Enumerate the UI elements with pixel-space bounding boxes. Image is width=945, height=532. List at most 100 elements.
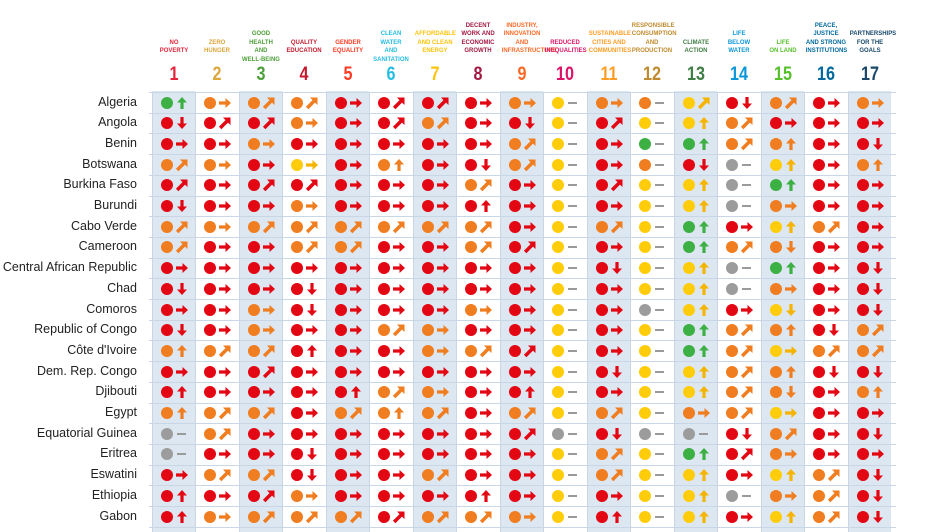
trend-arrow-up-icon	[698, 448, 709, 461]
status-dot	[682, 386, 695, 399]
status-dot	[856, 489, 869, 502]
status-dot	[204, 117, 216, 130]
status-dot	[247, 282, 260, 295]
status-dot	[465, 117, 477, 130]
status-dot	[813, 117, 825, 130]
status-dot	[421, 489, 434, 502]
status-dot	[639, 489, 651, 502]
status-dot	[160, 117, 173, 130]
status-dot	[726, 303, 738, 316]
column-stripe	[586, 91, 630, 532]
no-trend-dash	[655, 494, 664, 497]
status-dot	[813, 365, 825, 378]
status-dot	[639, 282, 651, 295]
goal-label-line: LIFE	[732, 30, 746, 38]
no-trend-dash	[742, 184, 751, 187]
trend-arrow-up-right-icon	[827, 345, 840, 358]
goal-17-number: 17	[860, 64, 879, 85]
trend-arrow-up-icon	[785, 469, 796, 482]
trend-arrow-right-icon	[393, 490, 405, 501]
trend-arrow-up-right-icon	[523, 345, 535, 358]
trend-arrow-up-icon	[698, 489, 709, 502]
trend-arrow-right-icon	[523, 449, 536, 460]
row-divider	[149, 174, 896, 176]
status-dot	[682, 303, 695, 316]
status-dot	[334, 386, 347, 399]
trend-arrow-up-right-icon	[392, 324, 405, 337]
trend-arrow-right-icon	[393, 283, 405, 294]
trend-arrow-right-icon	[436, 366, 449, 377]
trend-arrow-up-right-icon	[305, 241, 318, 254]
trend-arrow-right-icon	[306, 263, 318, 274]
trend-arrow-down-icon	[742, 427, 752, 440]
trend-arrow-right-icon	[393, 180, 405, 191]
status-dot	[378, 158, 390, 171]
goal-label-line: NO	[169, 38, 178, 46]
status-dot	[160, 324, 173, 337]
status-dot	[595, 386, 608, 399]
trend-arrow-right-icon	[871, 408, 884, 418]
trend-arrow-up-right-icon	[218, 407, 231, 420]
trend-arrow-right-icon	[523, 97, 536, 108]
status-dot	[813, 137, 825, 150]
trend-arrow-up-right-icon	[740, 138, 753, 151]
status-dot	[682, 407, 695, 419]
trend-arrow-right-icon	[393, 366, 405, 377]
no-trend-dash	[742, 163, 751, 166]
trend-arrow-right-icon	[480, 470, 492, 481]
status-dot	[465, 200, 477, 212]
status-dot	[813, 407, 825, 419]
status-dot	[682, 510, 695, 523]
trend-arrow-up-right-icon	[827, 490, 840, 502]
status-dot	[769, 365, 782, 378]
trend-arrow-right-icon	[219, 263, 231, 274]
status-dot	[160, 179, 173, 192]
no-trend-dash	[568, 308, 577, 311]
trend-arrow-right-icon	[480, 97, 492, 108]
status-dot	[247, 303, 260, 316]
status-dot	[769, 96, 782, 109]
trend-arrow-right-icon	[828, 242, 840, 253]
status-dot	[160, 448, 173, 461]
status-dot	[421, 200, 434, 212]
status-dot	[421, 96, 434, 109]
trend-arrow-up-right-icon	[392, 97, 405, 109]
trend-arrow-right-icon	[610, 201, 623, 211]
trend-arrow-right-icon	[610, 387, 623, 398]
status-dot	[465, 262, 477, 275]
status-dot	[160, 262, 173, 275]
trend-arrow-up-icon	[394, 158, 404, 171]
status-dot	[595, 365, 608, 378]
status-dot	[813, 427, 825, 440]
trend-arrow-up-right-icon	[392, 221, 405, 233]
no-trend-dash	[568, 246, 577, 249]
status-dot	[682, 241, 695, 254]
status-dot	[639, 158, 651, 171]
trend-arrow-right-icon	[828, 263, 840, 274]
status-dot	[726, 365, 738, 378]
status-dot	[204, 220, 216, 233]
row-divider	[149, 216, 896, 218]
trend-arrow-right-icon	[523, 325, 536, 336]
trend-arrow-up-icon	[176, 489, 187, 502]
trend-arrow-up-right-icon	[175, 159, 187, 171]
trend-arrow-down-icon	[785, 386, 796, 399]
status-dot	[856, 448, 869, 461]
country-label: Chad	[107, 280, 137, 295]
trend-arrow-up-icon	[176, 386, 187, 399]
goal-label-line: WATER	[728, 47, 750, 55]
status-dot	[421, 324, 434, 337]
status-dot	[204, 386, 216, 399]
trend-arrow-right-icon	[480, 387, 492, 398]
trend-arrow-up-right-icon	[262, 117, 274, 130]
trend-arrow-up-right-icon	[827, 469, 840, 482]
trend-arrow-up-right-icon	[305, 221, 318, 233]
trend-arrow-right-icon	[828, 428, 840, 439]
trend-arrow-up-right-icon	[262, 407, 274, 420]
no-trend-dash	[568, 494, 577, 497]
trend-arrow-right-icon	[610, 283, 623, 294]
no-trend-dash	[568, 432, 577, 435]
trend-arrow-up-right-icon	[784, 428, 796, 440]
status-dot	[639, 324, 651, 337]
no-trend-dash	[742, 205, 751, 207]
